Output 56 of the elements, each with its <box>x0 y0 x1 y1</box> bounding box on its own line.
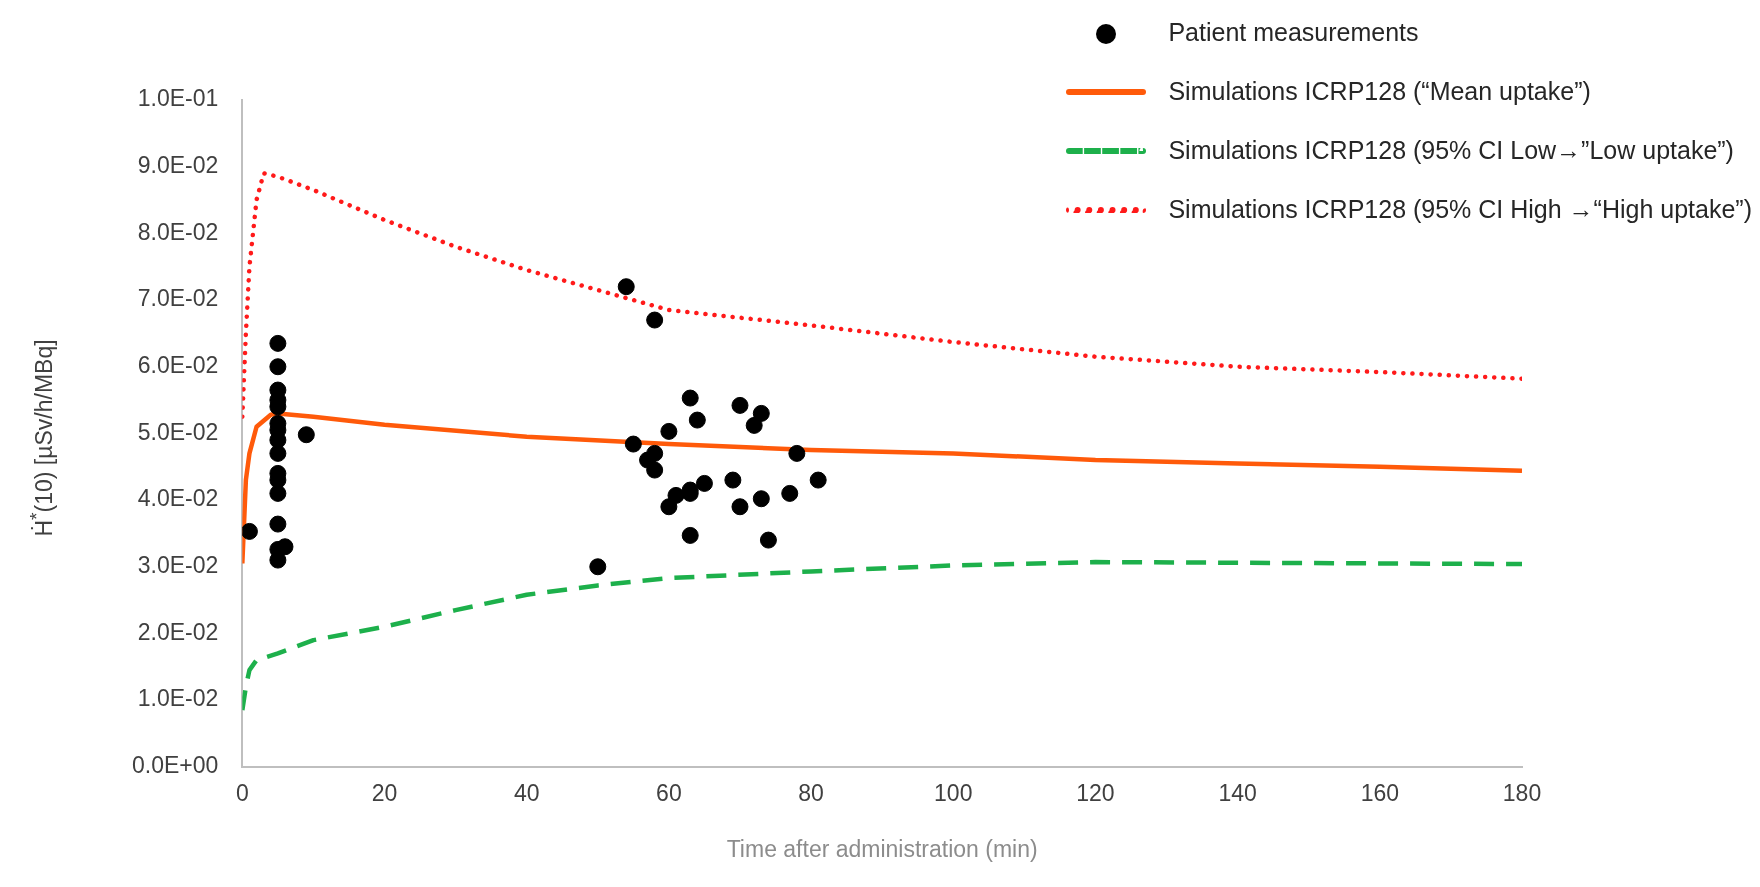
x-axis-title: Time after administration (min) <box>726 835 1038 862</box>
point <box>617 278 635 296</box>
point <box>667 486 685 504</box>
x-tick-label: 160 <box>1360 779 1399 806</box>
point <box>752 490 770 508</box>
legend-label: Simulations ICRP128 (“Mean uptake”) <box>1168 77 1591 106</box>
legend-label: Patient measurements <box>1168 18 1419 47</box>
point <box>752 404 770 422</box>
point <box>660 422 678 440</box>
y-tick-label: 2.0E-02 <box>137 618 219 645</box>
y-tick-label: 5.0E-02 <box>137 418 219 445</box>
point <box>809 471 827 489</box>
point <box>269 484 287 502</box>
point <box>681 526 699 544</box>
x-tick-label: 120 <box>1076 779 1115 806</box>
point <box>724 471 742 489</box>
point <box>297 426 315 444</box>
point <box>745 416 763 434</box>
y-tick-label: 0.0E+00 <box>131 752 219 779</box>
point <box>589 558 607 576</box>
y-tick-label: 9.0E-02 <box>137 152 219 179</box>
y-tick-label: 1.0E-01 <box>137 85 219 112</box>
y-tick-label: 8.0E-02 <box>137 218 219 245</box>
line-series <box>242 559 1522 713</box>
x-tick-label: 100 <box>934 779 973 806</box>
point <box>759 531 777 549</box>
point <box>646 311 664 329</box>
point <box>242 522 258 540</box>
y-tick-label: 1.0E-02 <box>137 685 219 712</box>
x-tick-label: 60 <box>656 779 682 806</box>
point <box>781 484 799 502</box>
point <box>269 358 287 376</box>
legend-label: Simulations ICRP128 (95% CI High →“High uptake”) <box>1168 195 1752 224</box>
x-tick-label: 40 <box>513 779 540 806</box>
x-tick-label: 20 <box>371 779 398 806</box>
point <box>731 396 749 414</box>
point <box>688 411 706 429</box>
point <box>624 435 642 453</box>
y-tick-label: 4.0E-02 <box>137 485 219 512</box>
point <box>681 389 699 407</box>
point <box>646 461 664 479</box>
point <box>269 444 287 462</box>
point <box>646 444 664 462</box>
legend-label: Simulations ICRP128 (95% CI Low→”Low uptake”) <box>1168 136 1734 165</box>
point <box>731 498 749 516</box>
point <box>695 474 713 492</box>
point <box>269 515 287 533</box>
x-tick-label: 140 <box>1218 779 1257 806</box>
x-tick-label: 180 <box>1502 779 1542 806</box>
y-tick-label: 3.0E-02 <box>137 552 219 579</box>
y-tick-label: 7.0E-02 <box>137 285 219 312</box>
x-tick-label: 0 <box>235 779 249 806</box>
point <box>788 444 806 462</box>
x-tick-label: 80 <box>798 779 824 806</box>
y-tick-label: 6.0E-02 <box>137 352 219 379</box>
point <box>269 334 287 352</box>
